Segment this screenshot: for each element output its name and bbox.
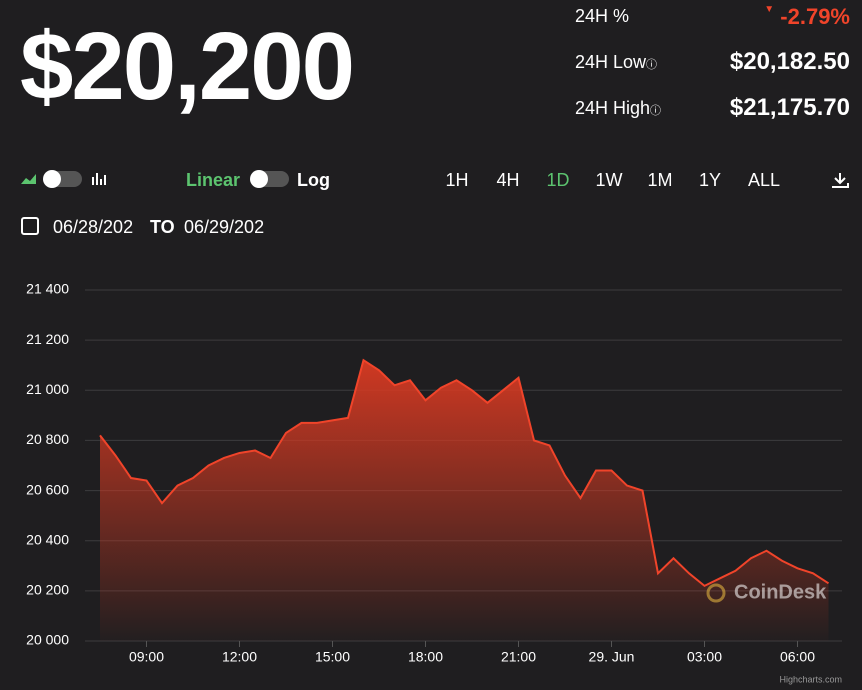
toolbar: Linear Log 1H 4H 1D 1W 1M 1Y ALL 06/28/202 TO … bbox=[21, 170, 849, 237]
area-icon[interactable] bbox=[21, 174, 36, 184]
y-tick-label: 21 000 bbox=[26, 381, 69, 397]
x-tick-label: 03:00 bbox=[687, 649, 722, 665]
stat-label-text: 24H High bbox=[575, 98, 651, 118]
stat-value: $21,175.70 bbox=[729, 94, 850, 121]
range-button[interactable]: 1W bbox=[596, 170, 623, 190]
x-tick-label: 09:00 bbox=[129, 649, 164, 665]
x-tick-label: 18:00 bbox=[408, 649, 443, 665]
stat-label: 24H % bbox=[575, 6, 630, 26]
stat-value: ▼ -2.79% bbox=[764, 4, 850, 29]
y-tick-label: 21 400 bbox=[26, 281, 69, 297]
toggle-knob bbox=[43, 170, 61, 188]
y-tick-label: 20 400 bbox=[26, 531, 69, 547]
x-tick-label: 29. Jun bbox=[589, 649, 635, 665]
y-tick-label: 20 200 bbox=[26, 582, 69, 598]
x-tick-label: 06:00 bbox=[780, 649, 815, 665]
y-tick-label: 21 200 bbox=[26, 331, 69, 347]
range-button[interactable]: 1D bbox=[546, 170, 569, 190]
range-button[interactable]: 1Y bbox=[699, 170, 721, 190]
watermark-logo bbox=[706, 583, 726, 603]
scale-log[interactable]: Log bbox=[297, 170, 330, 190]
toggle-knob bbox=[250, 170, 268, 188]
x-tick-label: 12:00 bbox=[222, 649, 257, 665]
y-tick-label: 20 000 bbox=[26, 632, 69, 648]
stat-label: 24H Highⓘ bbox=[575, 98, 662, 118]
y-tick-label: 20 600 bbox=[26, 481, 69, 497]
x-tick-label: 21:00 bbox=[501, 649, 536, 665]
date-to[interactable]: 06/29/202 bbox=[184, 217, 264, 237]
download-icon[interactable] bbox=[832, 173, 849, 188]
stat-label: 24H Lowⓘ bbox=[575, 52, 658, 72]
stat-value-text: -2.79% bbox=[780, 4, 850, 29]
range-button[interactable]: 4H bbox=[496, 170, 519, 190]
area bbox=[100, 360, 829, 641]
price: $20,200 bbox=[20, 13, 355, 120]
line bbox=[99, 358, 830, 588]
credit: Highcharts.com bbox=[779, 674, 842, 684]
range-button[interactable]: ALL bbox=[748, 170, 780, 190]
range-button[interactable]: 1M bbox=[647, 170, 672, 190]
bar-icon[interactable] bbox=[92, 173, 106, 185]
date-sep: TO bbox=[150, 217, 175, 237]
range-button[interactable]: 1H bbox=[445, 170, 468, 190]
stat-value: $20,182.50 bbox=[729, 48, 850, 75]
x-tick-label: 15:00 bbox=[315, 649, 350, 665]
scale-linear[interactable]: Linear bbox=[186, 170, 240, 190]
stat-label-text: 24H Low bbox=[575, 52, 647, 72]
date-from[interactable]: 06/28/202 bbox=[53, 217, 133, 237]
y-tick-label: 20 800 bbox=[26, 431, 69, 447]
calendar-icon[interactable] bbox=[21, 217, 39, 235]
watermark: CoinDesk bbox=[734, 581, 827, 603]
